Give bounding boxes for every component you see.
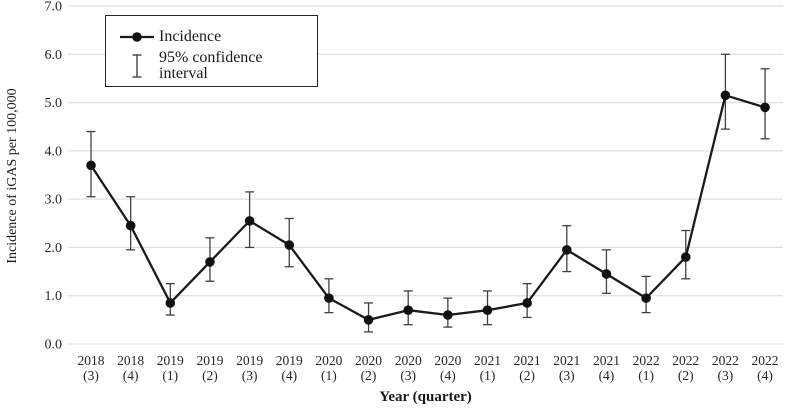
data-point — [284, 240, 295, 250]
data-point — [720, 90, 731, 101]
x-tick-label: 2020 (3) — [395, 353, 422, 383]
data-point — [205, 257, 215, 267]
legend-incidence-label: Incidence — [159, 28, 222, 45]
x-tick-label: 2022 (2) — [672, 353, 699, 383]
x-tick-label: 2018 (4) — [117, 353, 144, 383]
y-tick-label: 4.0 — [45, 144, 63, 159]
data-point — [641, 293, 651, 303]
error-bars — [86, 53, 770, 333]
x-tick-labels: 2018 (3) 2018 (4) 2019 (1) 2019 (2) 2019 (3) 2019(… — [78, 353, 779, 383]
data-point — [680, 252, 691, 262]
x-axis-title: Year (quarter) — [379, 389, 472, 405]
legend-item-confidence-interval: 95% confidence interval — [120, 50, 311, 82]
x-tick-label: 2020 (2) — [355, 353, 382, 383]
data-point — [403, 305, 414, 316]
legend-box: Incidence 95% confidence interval — [105, 15, 318, 87]
y-tick-label: 0.0 — [45, 338, 63, 353]
x-tick-label: 2020 (4) — [434, 353, 461, 383]
x-tick-label: 2019 (4) — [276, 353, 303, 383]
data-point — [601, 269, 612, 279]
data-point — [760, 102, 770, 113]
data-point — [324, 293, 334, 303]
data-point — [86, 160, 96, 171]
data-point — [482, 305, 493, 316]
data-point — [522, 298, 532, 308]
x-tick-label: 2022 (1) — [633, 353, 660, 383]
data-point — [165, 298, 176, 308]
y-tick-labels: 0.0 1.0 2.0 3.0 4.0 5.0 6.0 7.0 — [45, 0, 63, 353]
y-axis-title: Incidence of iGAS per 100,000 — [5, 88, 20, 264]
x-tick-label: 2019 (2) — [196, 353, 223, 383]
data-point — [244, 216, 255, 226]
data-point — [125, 220, 136, 231]
y-tick-label: 1.0 — [45, 289, 63, 304]
error-bar-icon — [132, 54, 142, 78]
incidence-line-marker-icon — [120, 32, 154, 42]
x-tick-label: 2021 (1) — [474, 353, 501, 383]
y-tick-label: 6.0 — [45, 48, 63, 63]
x-tick-label: 2022 (3) — [712, 353, 739, 383]
y-tick-label: 5.0 — [45, 96, 63, 111]
x-tick-label: 2018 (3) — [78, 353, 105, 383]
data-point — [562, 245, 572, 255]
data-point — [363, 315, 374, 325]
y-tick-label: 3.0 — [45, 193, 63, 208]
legend-item-incidence: Incidence — [120, 24, 311, 50]
x-tick-label: 2021 (2) — [514, 353, 541, 383]
x-tick-label: 2019 (1) — [157, 353, 184, 383]
data-point-markers — [86, 90, 770, 325]
x-tick-label: 2021 (4) — [593, 353, 620, 383]
legend-ci-label: 95% confidence interval — [159, 49, 263, 82]
data-point — [443, 310, 453, 320]
y-tick-label: 2.0 — [45, 241, 63, 256]
y-tick-label: 7.0 — [45, 0, 63, 15]
x-tick-label: 2019 (3) — [236, 353, 263, 383]
x-tick-label: 2021 (3) — [553, 353, 580, 383]
x-tick-label: 2020 (1) — [315, 353, 342, 383]
x-tick-label: 2022 (4) — [752, 353, 779, 383]
incidence-line — [90, 94, 766, 322]
